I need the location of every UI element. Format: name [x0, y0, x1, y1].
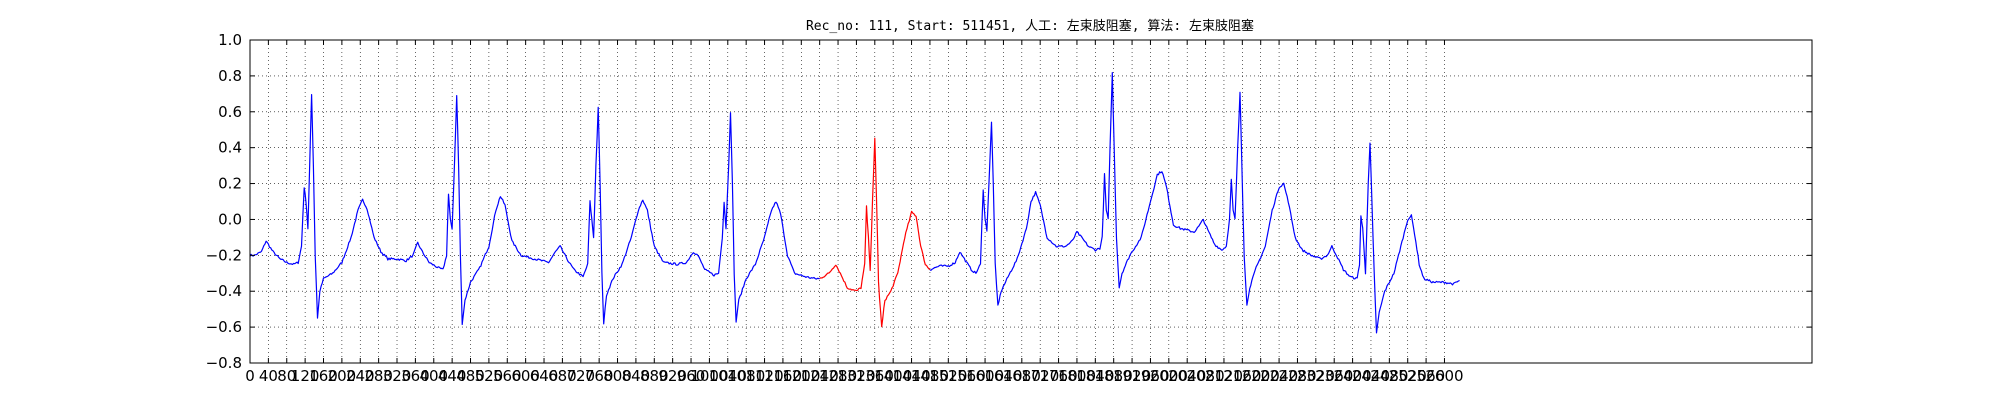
- x-tick-label: 1200: [782, 367, 820, 385]
- chart-title: Rec_no: 111, Start: 511451, 人工: 左束肢阻塞, 算…: [806, 18, 1254, 34]
- x-tick-label: 680: [548, 367, 577, 385]
- x-tick-label: 360: [401, 367, 430, 385]
- x-tick-label: 2400: [1333, 367, 1371, 385]
- x-tick-label: 440: [438, 367, 467, 385]
- x-tick-label: 1960: [1131, 367, 1169, 385]
- x-tick-label: 1080: [727, 367, 765, 385]
- ecg-series-line-1: [819, 137, 931, 328]
- y-tick-label: −0.2: [206, 246, 242, 264]
- x-tick-label: 1920: [1113, 367, 1151, 385]
- x-tick-label: 1800: [1058, 367, 1096, 385]
- x-tick-label: 2280: [1278, 367, 1316, 385]
- x-tick-label: 2480: [1370, 367, 1408, 385]
- ecg-series-line-0: [249, 93, 820, 326]
- y-tick-label: −0.4: [206, 282, 242, 300]
- y-tick-label: −0.8: [206, 354, 242, 372]
- x-tick-label: 2320: [1297, 367, 1335, 385]
- x-tick-label: 1360: [856, 367, 894, 385]
- x-tick-label: 600: [511, 367, 540, 385]
- x-tick-label: 960: [677, 367, 706, 385]
- x-tick-label: 1120: [745, 367, 783, 385]
- x-tick-label: 1520: [929, 367, 967, 385]
- x-tick-label: 2240: [1260, 367, 1298, 385]
- x-tick-label: 400: [419, 367, 448, 385]
- x-tick-label: 1000: [690, 367, 728, 385]
- x-tick-label: 1320: [837, 367, 875, 385]
- x-tick-label: 1600: [966, 367, 1004, 385]
- x-tick-label: 2200: [1242, 367, 1280, 385]
- y-tick-label: 0.8: [218, 67, 242, 85]
- x-tick-label: 2120: [1205, 367, 1243, 385]
- x-tick-label: 0: [245, 367, 255, 385]
- x-tick-label: 1440: [892, 367, 930, 385]
- x-tick-label: 1840: [1076, 367, 1114, 385]
- x-tick-label: 1560: [948, 367, 986, 385]
- x-tick-label: 1160: [764, 367, 802, 385]
- x-axis-ticks: 0 40 8012016020024028032036040044048052056…: [245, 40, 1464, 385]
- x-tick-label: 2440: [1352, 367, 1390, 385]
- x-tick-label: 1280: [819, 367, 857, 385]
- y-tick-label: 0.6: [218, 103, 242, 121]
- x-tick-label: 1680: [1003, 367, 1041, 385]
- x-tick-label: 1480: [911, 367, 949, 385]
- x-tick-label: 720: [566, 367, 595, 385]
- y-tick-label: −0.6: [206, 318, 242, 336]
- x-tick-label: 2040: [1168, 367, 1206, 385]
- x-tick-label: 2560: [1407, 367, 1445, 385]
- y-tick-label: 1.0: [218, 31, 242, 49]
- ecg-series-line-2: [929, 71, 1460, 334]
- x-tick-label: 640: [530, 367, 559, 385]
- series-layer: [249, 71, 1460, 334]
- x-tick-label: 840: [622, 367, 651, 385]
- x-tick-label: 1760: [1039, 367, 1077, 385]
- x-tick-label: 2160: [1223, 367, 1261, 385]
- y-tick-label: 0.4: [218, 139, 242, 157]
- x-tick-label: 80: [277, 367, 296, 385]
- y-tick-label: 0.0: [218, 210, 242, 228]
- y-axis-ticks: −0.8 −0.6 −0.4 −0.2 0.0 0.2 0.4 0.6 0.8 1.0: [206, 31, 1812, 372]
- x-tick-label: 760: [585, 367, 614, 385]
- x-tick-label: 1040: [709, 367, 747, 385]
- x-tick-label: 1240: [801, 367, 839, 385]
- x-tick-label: 320: [383, 367, 412, 385]
- x-tick-label: 2520: [1389, 367, 1427, 385]
- x-tick-label: 560: [493, 367, 522, 385]
- x-tick-label: 1720: [1021, 367, 1059, 385]
- x-tick-label: 480: [456, 367, 485, 385]
- x-tick-label: 280: [364, 367, 393, 385]
- x-tick-label: 240: [346, 367, 375, 385]
- x-tick-label: 160: [309, 367, 338, 385]
- x-tick-label: 2080: [1186, 367, 1224, 385]
- x-tick-label: 520: [475, 367, 504, 385]
- x-tick-label: 800: [603, 367, 632, 385]
- x-tick-label: 1880: [1095, 367, 1133, 385]
- y-tick-label: 0.2: [218, 175, 242, 193]
- x-tick-label: 1400: [874, 367, 912, 385]
- x-tick-label: 880: [640, 367, 669, 385]
- x-tick-label: 200: [328, 367, 357, 385]
- x-tick-label: 1640: [984, 367, 1022, 385]
- x-tick-label: 40: [259, 367, 278, 385]
- x-tick-label: 2000: [1150, 367, 1188, 385]
- x-tick-label: 920: [658, 367, 687, 385]
- plot-frame: [249, 39, 1813, 364]
- x-tick-label: 2600: [1425, 367, 1463, 385]
- x-tick-label: 120: [291, 367, 320, 385]
- x-tick-label: 2360: [1315, 367, 1353, 385]
